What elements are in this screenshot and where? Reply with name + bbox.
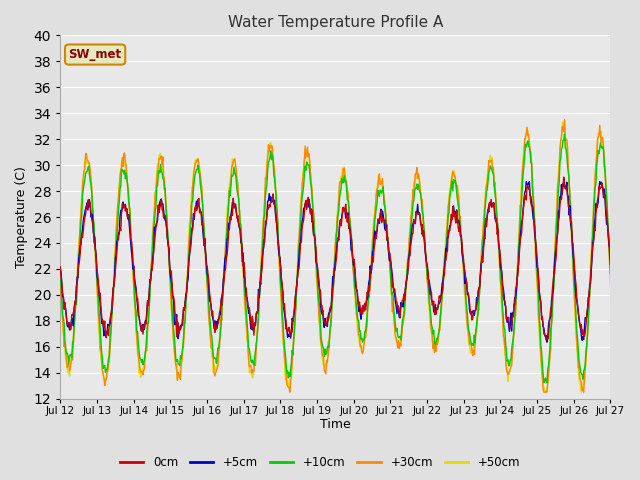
- Y-axis label: Temperature (C): Temperature (C): [15, 166, 28, 268]
- Legend: 0cm, +5cm, +10cm, +30cm, +50cm: 0cm, +5cm, +10cm, +30cm, +50cm: [115, 452, 525, 474]
- Text: SW_met: SW_met: [68, 48, 122, 61]
- X-axis label: Time: Time: [320, 419, 351, 432]
- Title: Water Temperature Profile A: Water Temperature Profile A: [228, 15, 443, 30]
